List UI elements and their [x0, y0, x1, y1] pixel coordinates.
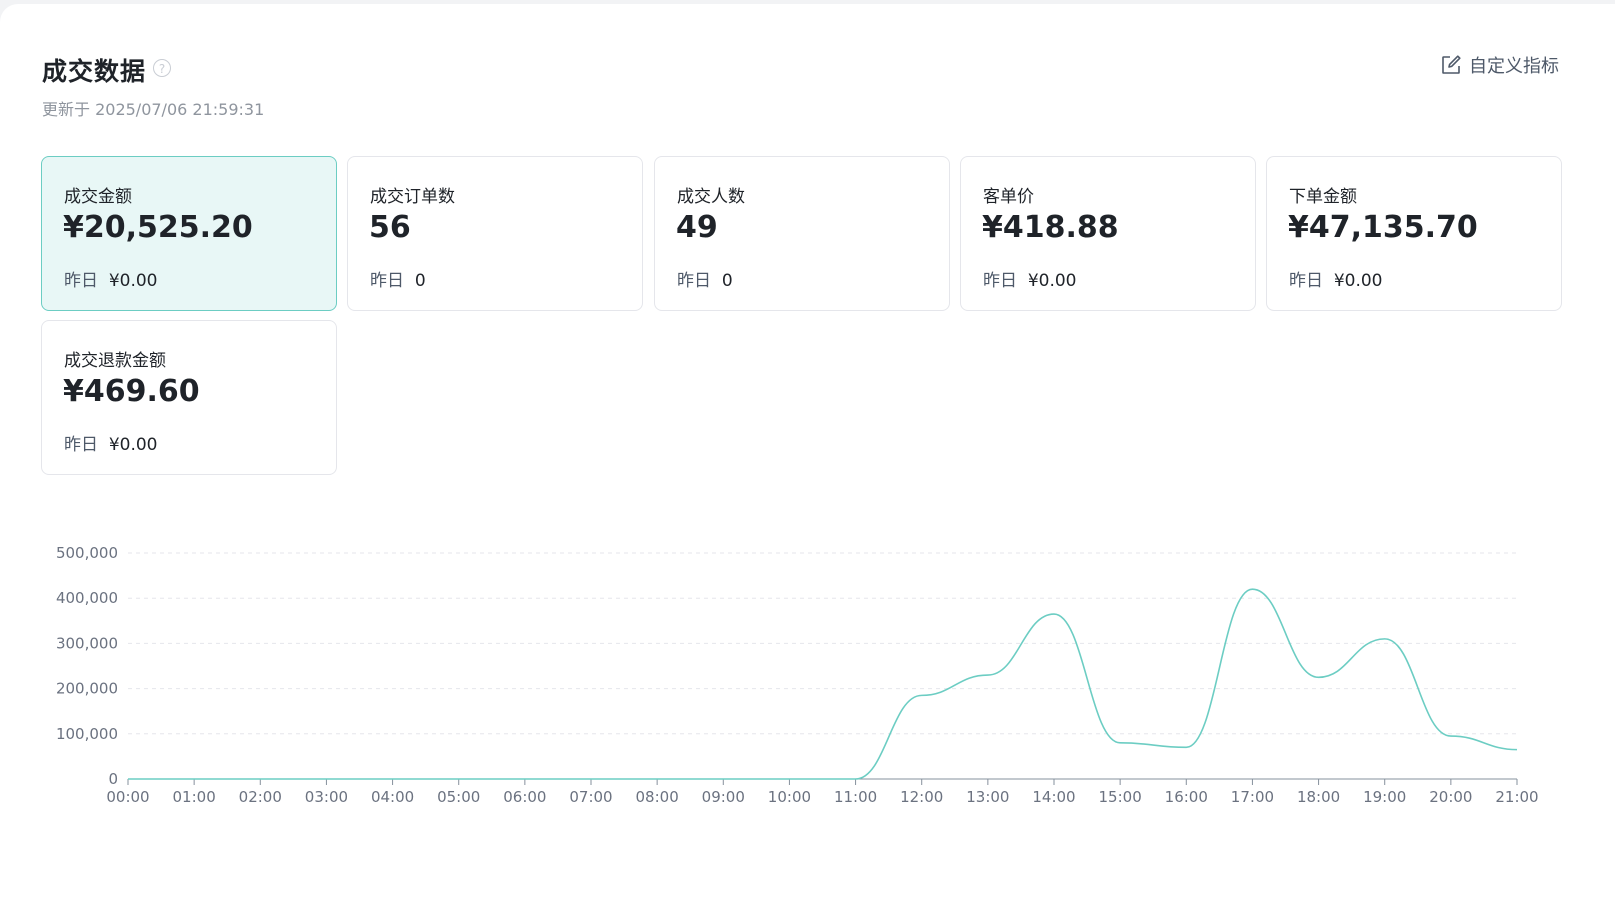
data-point: [854, 777, 858, 781]
metric-card-buyers[interactable]: 成交人数 49 昨日 0: [654, 156, 950, 311]
y-tick-label: 100,000: [56, 725, 118, 743]
metric-label: 下单金额: [1289, 187, 1357, 207]
x-tick-label: 10:00: [768, 788, 811, 806]
page-title: 成交数据: [42, 57, 147, 86]
y-tick-label: 500,000: [56, 544, 118, 562]
yesterday-label: 昨日: [64, 271, 98, 291]
x-tick-label: 06:00: [503, 788, 546, 806]
yesterday-label: 昨日: [677, 271, 711, 291]
yesterday-label: 昨日: [370, 271, 404, 291]
x-tick-label: 07:00: [569, 788, 612, 806]
metric-value: 56: [369, 210, 411, 245]
x-tick-label: 05:00: [437, 788, 480, 806]
x-tick-label: 09:00: [702, 788, 745, 806]
yesterday-value: 0: [721, 271, 733, 291]
data-point: [787, 777, 791, 781]
yesterday-value: ¥0.00: [1333, 271, 1383, 291]
x-tick-label: 13:00: [966, 788, 1009, 806]
metric-value: ¥20,525.20: [63, 210, 253, 245]
x-tick-label: 21:00: [1495, 788, 1538, 806]
data-point: [258, 777, 262, 781]
metric-value: 49: [676, 210, 718, 245]
metric-yesterday: 昨日 0: [370, 266, 426, 291]
data-point: [1317, 675, 1321, 679]
y-tick-label: 0: [108, 770, 118, 788]
data-point: [523, 777, 527, 781]
metric-label: 成交人数: [677, 187, 745, 207]
x-tick-label: 11:00: [834, 788, 877, 806]
metric-yesterday: 昨日 ¥0.00: [1289, 266, 1382, 291]
y-tick-label: 400,000: [56, 589, 118, 607]
metric-value: ¥47,135.70: [1288, 210, 1478, 245]
x-tick-label: 00:00: [106, 788, 149, 806]
metric-card-refund[interactable]: 成交退款金额 ¥469.60 昨日 ¥0.00: [41, 320, 337, 475]
data-point: [1118, 741, 1122, 745]
x-tick-label: 02:00: [239, 788, 282, 806]
data-point: [721, 777, 725, 781]
metric-yesterday: 昨日 ¥0.00: [64, 266, 157, 291]
data-point: [1184, 745, 1188, 749]
metric-value: ¥469.60: [63, 374, 200, 409]
y-tick-label: 300,000: [56, 634, 118, 652]
data-point: [192, 777, 196, 781]
metric-label: 客单价: [983, 187, 1034, 207]
data-point: [589, 777, 593, 781]
x-tick-label: 12:00: [900, 788, 943, 806]
yesterday-value: ¥0.00: [1027, 271, 1077, 291]
data-point: [1052, 612, 1056, 616]
data-point: [986, 673, 990, 677]
x-tick-label: 20:00: [1429, 788, 1472, 806]
yesterday-value: ¥0.00: [108, 435, 158, 455]
metric-card-orders[interactable]: 成交订单数 56 昨日 0: [347, 156, 643, 311]
yesterday-value: ¥0.00: [108, 271, 158, 291]
x-tick-label: 14:00: [1032, 788, 1075, 806]
help-icon[interactable]: ?: [153, 59, 171, 77]
x-tick-label: 15:00: [1099, 788, 1142, 806]
metric-card-avg-order[interactable]: 客单价 ¥418.88 昨日 ¥0.00: [960, 156, 1256, 311]
metric-label: 成交金额: [64, 187, 132, 207]
data-point: [920, 693, 924, 697]
metric-label: 成交退款金额: [64, 351, 166, 371]
x-tick-label: 17:00: [1231, 788, 1274, 806]
x-tick-label: 01:00: [173, 788, 216, 806]
data-point: [655, 777, 659, 781]
custom-metrics-button[interactable]: 自定义指标: [1440, 52, 1559, 78]
metric-yesterday: 昨日 0: [677, 266, 733, 291]
data-point: [324, 777, 328, 781]
data-point: [391, 777, 395, 781]
data-point: [126, 777, 130, 781]
yesterday-label: 昨日: [1289, 271, 1323, 291]
x-tick-label: 19:00: [1363, 788, 1406, 806]
edit-icon: [1440, 54, 1462, 76]
metric-value: ¥418.88: [982, 210, 1119, 245]
data-point: [1515, 748, 1519, 752]
update-timestamp: 更新于 2025/07/06 21:59:31: [42, 100, 265, 119]
series-line: [128, 588, 1518, 780]
data-point: [1449, 734, 1453, 738]
y-tick-label: 200,000: [56, 680, 118, 698]
metric-yesterday: 昨日 ¥0.00: [64, 430, 157, 455]
yesterday-value: 0: [414, 271, 426, 291]
x-tick-label: 16:00: [1165, 788, 1208, 806]
data-point: [457, 777, 461, 781]
x-tick-label: 03:00: [305, 788, 348, 806]
metric-label: 成交订单数: [370, 187, 455, 207]
yesterday-label: 昨日: [64, 435, 98, 455]
metric-yesterday: 昨日 ¥0.00: [983, 266, 1076, 291]
custom-metrics-label: 自定义指标: [1469, 56, 1559, 77]
x-tick-label: 08:00: [636, 788, 679, 806]
transaction-data-panel: 成交数据 ? 更新于 2025/07/06 21:59:31 自定义指标 成交金…: [0, 4, 1615, 909]
metric-card-order-amount[interactable]: 下单金额 ¥47,135.70 昨日 ¥0.00: [1266, 156, 1562, 311]
yesterday-label: 昨日: [983, 271, 1017, 291]
data-point: [1383, 637, 1387, 641]
data-point: [1250, 587, 1254, 591]
x-tick-label: 18:00: [1297, 788, 1340, 806]
metric-card-gmv[interactable]: 成交金额 ¥20,525.20 昨日 ¥0.00: [41, 156, 337, 311]
x-tick-label: 04:00: [371, 788, 414, 806]
